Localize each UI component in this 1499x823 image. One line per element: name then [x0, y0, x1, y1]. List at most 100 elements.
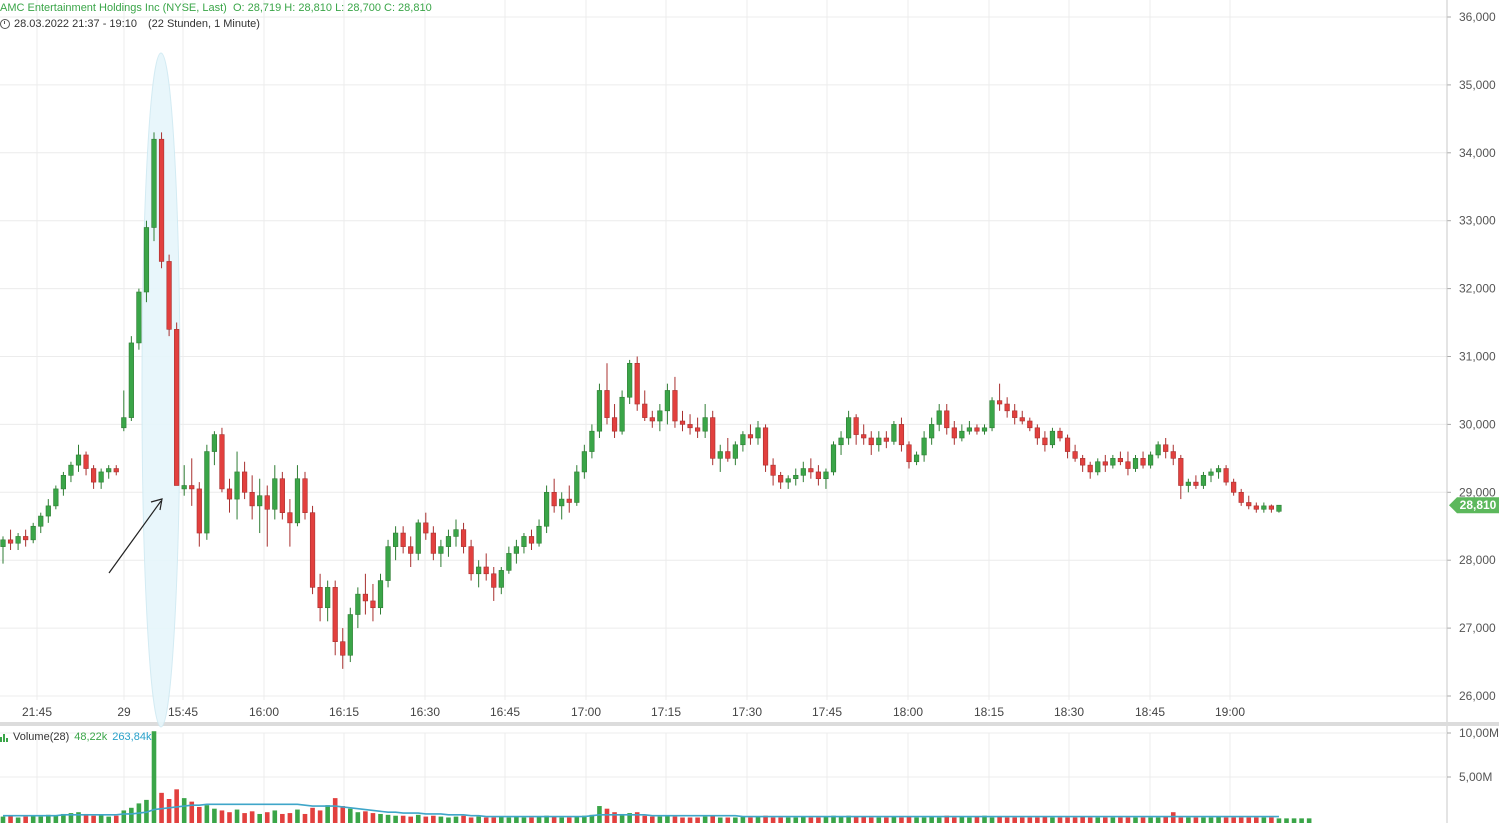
- candle-body: [1253, 505, 1259, 510]
- candle-body: [823, 471, 829, 480]
- candle-body: [272, 478, 278, 510]
- candle-body: [627, 362, 633, 398]
- volume-bar: [15, 817, 21, 823]
- y-tick-label: 36,000: [1459, 10, 1496, 24]
- x-tick-label: 17:30: [732, 705, 762, 719]
- volume-bar: [483, 817, 489, 823]
- volume-bar: [906, 816, 912, 823]
- candle-body: [362, 593, 369, 602]
- candle-body: [23, 536, 29, 541]
- volume-bar: [566, 817, 572, 823]
- candle-body: [551, 491, 557, 507]
- volume-bar: [1065, 817, 1070, 823]
- volume-bar: [1110, 817, 1116, 823]
- candle-body: [596, 390, 603, 432]
- candle-body: [7, 539, 14, 544]
- volume-bar: [385, 814, 391, 823]
- volume-bar: [604, 808, 610, 823]
- candle-body: [785, 478, 791, 483]
- candle-body: [740, 434, 746, 446]
- volume-bar: [46, 814, 51, 823]
- volume-bar: [1095, 817, 1101, 823]
- candle-body: [219, 434, 225, 490]
- volume-bar: [959, 816, 965, 823]
- candle-body: [657, 410, 663, 422]
- candle-body: [1268, 505, 1274, 510]
- clock-icon: [0, 19, 10, 29]
- volume-bar: [876, 817, 882, 823]
- candle-body: [1034, 427, 1040, 439]
- candle-body: [868, 437, 874, 446]
- candle-body: [1049, 430, 1056, 446]
- candle-body: [808, 468, 814, 473]
- volume-bar: [1087, 817, 1093, 823]
- volume-bar: [506, 817, 512, 823]
- candle-body: [408, 546, 414, 554]
- volume-bar: [1208, 817, 1214, 823]
- volume-bar: [61, 813, 66, 823]
- volume-bar: [891, 816, 897, 823]
- volume-bar: [755, 816, 761, 823]
- candle-body: [60, 475, 66, 490]
- volume-bar: [582, 815, 587, 823]
- last-price-tag: [1449, 497, 1499, 514]
- volume-bar: [129, 807, 134, 823]
- volume-bar: [1306, 818, 1312, 823]
- candle-body: [491, 573, 497, 588]
- interval-label: (22 Stunden, 1 Minute): [148, 18, 260, 30]
- volume-bar: [370, 813, 376, 823]
- volume-bar: [687, 817, 693, 823]
- volume-bar: [30, 815, 36, 823]
- volume-tick-label: 10,00M: [1459, 726, 1499, 740]
- volume-bar: [1148, 817, 1153, 823]
- volume-bar: [348, 808, 353, 823]
- volume-bar: [1261, 817, 1267, 823]
- x-tick-label: 18:45: [1135, 705, 1165, 719]
- volume-bar: [242, 813, 247, 823]
- volume-tick-label: 5,00M: [1459, 770, 1492, 784]
- candle-body: [370, 600, 376, 609]
- candle-body: [1261, 505, 1267, 510]
- x-tick-label: 17:45: [812, 705, 842, 719]
- volume-bar: [612, 812, 617, 823]
- candle-body: [325, 587, 331, 609]
- volume-bar: [1276, 818, 1282, 823]
- candle-body: [966, 427, 972, 432]
- volume-bar: [23, 816, 28, 823]
- candle-body: [702, 417, 708, 432]
- candle-body: [1110, 458, 1116, 466]
- candle-body: [0, 539, 6, 547]
- volume-bar: [106, 816, 111, 823]
- candle-body: [800, 468, 806, 476]
- candle-body: [45, 505, 51, 517]
- volume-bar: [785, 817, 791, 823]
- candle-body: [536, 525, 542, 544]
- volume-bar: [838, 816, 844, 823]
- candle-body: [151, 138, 157, 228]
- candle-body: [211, 434, 218, 452]
- x-tick-label: 19:00: [1215, 705, 1245, 719]
- y-tick-label: 31,000: [1459, 350, 1496, 364]
- x-tick-label: 16:30: [410, 705, 440, 719]
- instrument-name: AMC Entertainment Holdings Inc (NYSE, La…: [0, 2, 227, 14]
- candle-body: [400, 532, 406, 547]
- candle-body: [1095, 461, 1101, 473]
- volume-bar: [491, 817, 497, 823]
- volume-bar: [1269, 817, 1274, 823]
- candle-body: [830, 444, 837, 473]
- candle-body: [257, 495, 263, 507]
- volume-bar: [1050, 817, 1055, 823]
- volume-bar: [929, 816, 934, 823]
- candle-body: [679, 420, 686, 425]
- chart-header-title: AMC Entertainment Holdings Inc (NYSE, La…: [0, 2, 432, 14]
- candle-body: [174, 329, 180, 486]
- candle-body: [793, 475, 799, 480]
- candle-body: [528, 536, 535, 544]
- candle-body: [1064, 437, 1071, 452]
- candle-body: [581, 451, 587, 473]
- volume-bar: [725, 817, 731, 823]
- candle-body: [234, 471, 240, 500]
- volume-bar: [431, 815, 436, 823]
